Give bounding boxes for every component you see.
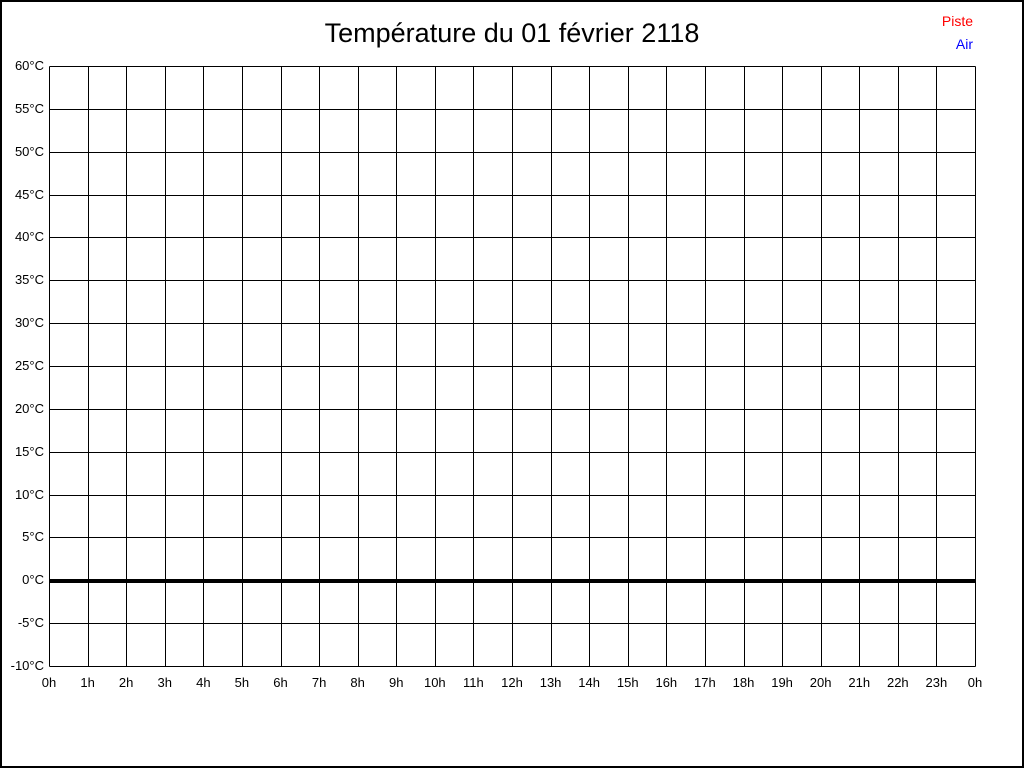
x-tick-label: 12h <box>501 675 523 690</box>
x-tick-label: 19h <box>771 675 793 690</box>
x-tick-label: 20h <box>809 675 832 690</box>
x-tick-label: 11h <box>463 675 484 690</box>
x-tick-label: 7h <box>311 675 327 690</box>
x-tick-label: 0h <box>41 675 57 690</box>
x-tick-label: 8h <box>350 675 365 690</box>
x-tick-label: 21h <box>848 675 871 690</box>
y-tick-label: 20°C <box>14 400 44 416</box>
x-tick-label: 4h <box>196 675 211 690</box>
y-tick-label: 25°C <box>14 358 44 373</box>
y-tick-label: 10°C <box>14 486 44 502</box>
y-tick-label: 0°C <box>22 572 44 588</box>
y-tick-label: 5°C <box>22 529 44 545</box>
legend-entry-piste: Piste <box>941 13 973 29</box>
x-tick-label: 0h <box>967 675 983 690</box>
y-tick-label: -5°C <box>17 615 44 631</box>
x-tick-label: 6h <box>273 675 288 690</box>
x-tick-label: 3h <box>157 675 172 690</box>
x-tick-label: 18h <box>732 675 755 690</box>
x-tick-label: 10h <box>423 675 446 690</box>
x-tick-label: 15h <box>616 675 639 690</box>
y-tick-label: 15°C <box>14 443 44 459</box>
chart-title: Température du 01 février 2118 <box>324 18 700 48</box>
x-tick-label: 23h <box>925 675 948 690</box>
x-tick-label: 2h <box>118 675 134 690</box>
legend: Piste Air <box>942 10 973 56</box>
y-tick-label: 55°C <box>14 100 44 116</box>
plot-area <box>49 66 976 667</box>
x-tick-label: 13h <box>539 675 562 690</box>
y-tick-label: 35°C <box>14 272 44 288</box>
x-tick-label: 16h <box>655 675 678 690</box>
y-tick-label: 30°C <box>14 315 44 331</box>
grid <box>49 66 976 667</box>
y-tick-label: 40°C <box>14 229 44 245</box>
y-tick-label: 60°C <box>14 58 44 73</box>
y-tick-label: 50°C <box>14 143 44 159</box>
y-tick-label: -10°C <box>10 658 44 673</box>
x-tick-label: 14h <box>578 675 600 690</box>
x-tick-label: 9h <box>389 675 404 690</box>
x-tick-label: 5h <box>234 675 250 690</box>
y-tick-label: 45°C <box>14 186 44 202</box>
x-tick-label: 17h <box>694 675 716 690</box>
legend-entry-air: Air <box>955 36 973 52</box>
x-tick-label: 22h <box>886 675 909 690</box>
x-tick-label: 1h <box>80 675 95 690</box>
